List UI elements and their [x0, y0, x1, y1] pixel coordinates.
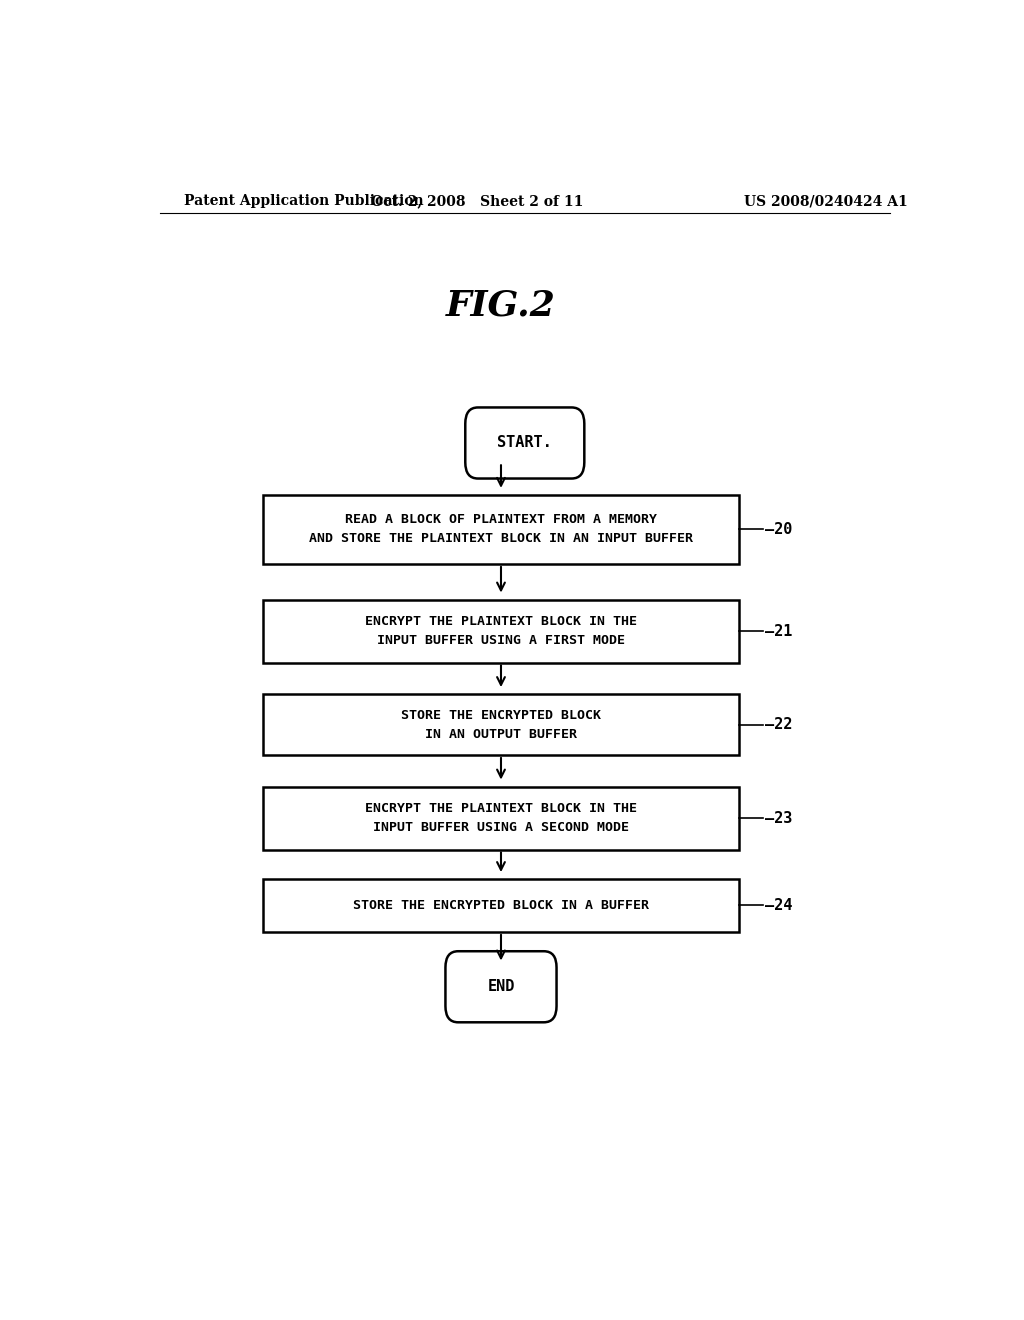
Bar: [263, 879, 739, 932]
Text: START.: START.: [498, 436, 552, 450]
Text: —24: —24: [765, 898, 793, 913]
Text: READ A BLOCK OF PLAINTEXT FROM A MEMORY
AND STORE THE PLAINTEXT BLOCK IN AN INPU: READ A BLOCK OF PLAINTEXT FROM A MEMORY …: [309, 513, 693, 545]
Text: Oct. 2, 2008   Sheet 2 of 11: Oct. 2, 2008 Sheet 2 of 11: [371, 194, 584, 209]
Bar: [263, 495, 739, 564]
Text: —23: —23: [765, 810, 793, 825]
Text: ENCRYPT THE PLAINTEXT BLOCK IN THE
INPUT BUFFER USING A SECOND MODE: ENCRYPT THE PLAINTEXT BLOCK IN THE INPUT…: [365, 803, 637, 834]
Text: ENCRYPT THE PLAINTEXT BLOCK IN THE
INPUT BUFFER USING A FIRST MODE: ENCRYPT THE PLAINTEXT BLOCK IN THE INPUT…: [365, 615, 637, 647]
Text: —22: —22: [765, 717, 793, 733]
FancyBboxPatch shape: [465, 408, 585, 479]
FancyBboxPatch shape: [445, 952, 557, 1022]
Text: —21: —21: [765, 623, 793, 639]
Text: STORE THE ENCRYPTED BLOCK
IN AN OUTPUT BUFFER: STORE THE ENCRYPTED BLOCK IN AN OUTPUT B…: [401, 709, 601, 741]
Bar: [263, 787, 739, 850]
Bar: [263, 599, 739, 663]
Text: —20: —20: [765, 521, 793, 537]
Text: US 2008/0240424 A1: US 2008/0240424 A1: [744, 194, 908, 209]
Text: STORE THE ENCRYPTED BLOCK IN A BUFFER: STORE THE ENCRYPTED BLOCK IN A BUFFER: [353, 899, 649, 912]
Text: END: END: [487, 979, 515, 994]
Bar: [263, 694, 739, 755]
Text: Patent Application Publication: Patent Application Publication: [183, 194, 423, 209]
Text: FIG.2: FIG.2: [446, 289, 556, 323]
